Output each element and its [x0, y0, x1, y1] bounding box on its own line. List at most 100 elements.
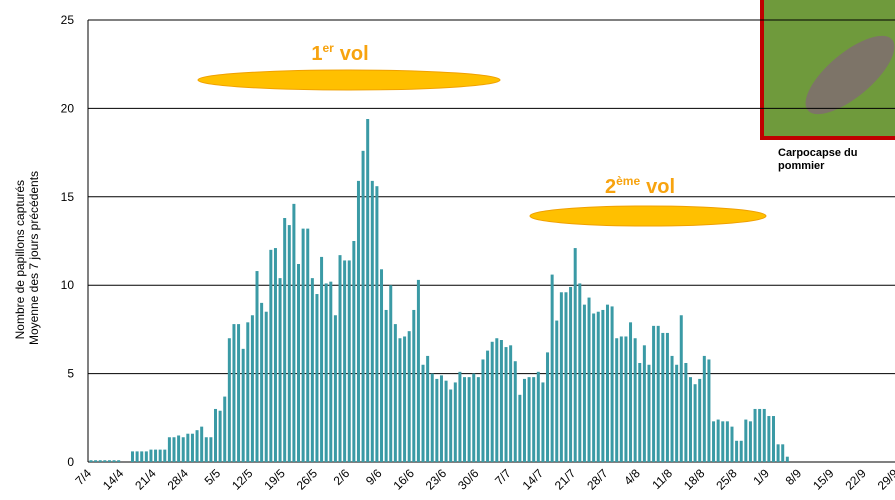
annotation-number: 1 [311, 43, 322, 65]
x-tick-label: 28/7 [584, 466, 611, 493]
bar [362, 151, 365, 462]
y-axis-label: Nombre de papillons capturés Moyenne des… [13, 171, 41, 345]
bar [380, 269, 383, 462]
bar [145, 451, 148, 462]
bar [551, 275, 554, 462]
bar [292, 204, 295, 462]
x-tick-label: 7/7 [492, 466, 514, 488]
bar [251, 315, 254, 462]
bar [652, 326, 655, 462]
bar [113, 460, 116, 462]
bar [749, 421, 752, 462]
bar [647, 365, 650, 462]
bar [523, 379, 526, 462]
bar [246, 322, 249, 462]
annotation-sup: ème [616, 174, 640, 188]
bar [223, 397, 226, 462]
x-tick-label: 2/6 [331, 466, 353, 488]
x-tick-label: 21/7 [552, 466, 579, 493]
y-axis-label-line: Nombre de papillons capturés [13, 180, 27, 339]
bar [357, 181, 360, 462]
bar [149, 450, 152, 462]
x-tick-label: 4/8 [621, 466, 643, 488]
bar [422, 365, 425, 462]
bar [445, 381, 448, 462]
bar [505, 347, 508, 462]
flight-bar [198, 70, 500, 90]
annotation-sup: er [322, 41, 334, 55]
bar [754, 409, 757, 462]
x-tick-label: 28/4 [165, 466, 192, 493]
x-tick-label: 16/6 [391, 466, 418, 493]
x-tick-label: 29/9 [875, 466, 895, 493]
bar [168, 437, 171, 462]
bar [564, 292, 567, 462]
bar [772, 416, 775, 462]
x-tick-label: 25/8 [713, 466, 740, 493]
bar [730, 427, 733, 462]
bar [385, 310, 388, 462]
bar [274, 248, 277, 462]
bar [339, 255, 342, 462]
bar [205, 437, 208, 462]
bar [546, 352, 549, 462]
annotation: 2èmevol [605, 174, 675, 198]
y-tick-label: 20 [61, 101, 75, 115]
x-tick-label: 12/5 [229, 466, 256, 493]
bar [786, 457, 789, 462]
x-tick-label: 9/6 [363, 466, 385, 488]
bar [777, 444, 780, 462]
bar [615, 338, 618, 462]
bar [477, 377, 480, 462]
x-tick-label: 18/8 [681, 466, 708, 493]
bar [269, 250, 272, 462]
bar [99, 460, 102, 462]
bar [500, 340, 503, 462]
bar [426, 356, 429, 462]
bar [431, 374, 434, 462]
bar [740, 441, 743, 462]
bar [334, 315, 337, 462]
bar [454, 382, 457, 462]
bar [219, 411, 222, 462]
x-tick-label: 21/4 [132, 466, 159, 493]
bar [698, 379, 701, 462]
bar [302, 229, 305, 462]
bar [592, 313, 595, 462]
bar [306, 229, 309, 462]
bar [781, 444, 784, 462]
bar [412, 310, 415, 462]
bar [186, 434, 189, 462]
bar [560, 292, 563, 462]
bar [398, 338, 401, 462]
bar [375, 186, 378, 462]
bar [620, 336, 623, 462]
y-tick-label: 15 [61, 190, 75, 204]
bar [311, 278, 314, 462]
bar [403, 336, 406, 462]
bar [182, 437, 185, 462]
bar [173, 437, 176, 462]
bar [435, 379, 438, 462]
bar [643, 345, 646, 462]
bar [528, 377, 531, 462]
bar [260, 303, 263, 462]
bar [256, 271, 259, 462]
bar [578, 283, 581, 462]
x-tick-label: 26/5 [294, 466, 321, 493]
bar [366, 119, 369, 462]
bar [597, 312, 600, 462]
bar [583, 305, 586, 462]
bar [707, 359, 710, 462]
bar [555, 321, 558, 462]
bar [721, 421, 724, 462]
bar [348, 260, 351, 462]
bar [315, 294, 318, 462]
bar [242, 349, 245, 462]
x-tick-label: 8/9 [783, 466, 805, 488]
x-tick-label: 19/5 [261, 466, 288, 493]
bar [537, 372, 540, 462]
bar [232, 324, 235, 462]
bar [265, 312, 268, 462]
